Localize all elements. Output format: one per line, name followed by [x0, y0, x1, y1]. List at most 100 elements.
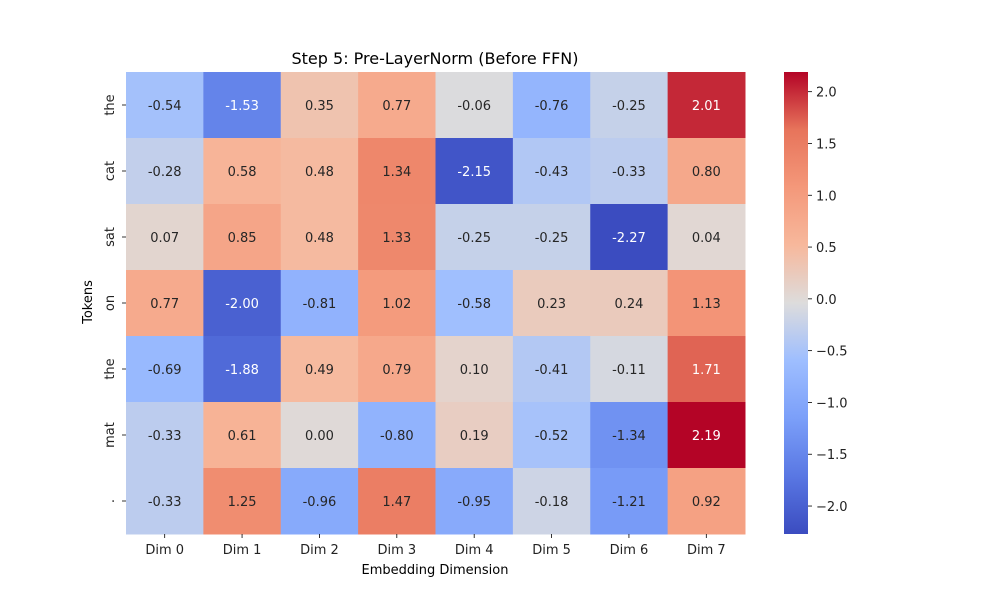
- cell-value-label: 0.35: [305, 99, 334, 114]
- heatmap-cell: [667, 468, 746, 535]
- cell-value-label: 0.79: [382, 363, 411, 378]
- heatmap-cell: [280, 468, 359, 535]
- heatmap-cell: [590, 468, 669, 535]
- heatmap-cell: [512, 270, 591, 337]
- cell-value-label: -0.25: [457, 231, 491, 246]
- heatmap-cell: [126, 72, 204, 139]
- heatmap-cell: [280, 336, 359, 403]
- cell-value-label: 1.25: [228, 495, 257, 510]
- heatmap-cell: [358, 402, 436, 469]
- cell-value-label: 0.23: [537, 297, 566, 312]
- cell-value-label: 0.85: [228, 231, 257, 246]
- cell-value-label: -0.58: [457, 297, 491, 312]
- y-tick-label: .: [103, 499, 118, 503]
- heatmap-cell: [280, 72, 359, 139]
- heatmap-cell: [435, 72, 514, 139]
- heatmap-cell: [512, 72, 591, 139]
- cell-value-label: -0.96: [303, 495, 337, 510]
- cell-value-label: -0.95: [457, 495, 491, 510]
- heatmap-cell: [590, 72, 669, 139]
- heatmap-cell: [435, 270, 514, 337]
- heatmap-cell-labels: -0.54 -1.53 0.35 0.77 -0.06 -0.76 -0.25 2.01 -0.…: [148, 99, 721, 510]
- cell-value-label: -1.21: [612, 495, 646, 510]
- heatmap-cell: [590, 336, 669, 403]
- cell-value-label: 0.77: [382, 99, 411, 114]
- colorbar-tick-label: 0.0: [816, 293, 837, 308]
- cell-value-label: 1.34: [382, 165, 411, 180]
- heatmap-cell: [126, 468, 204, 535]
- x-tick-label: Dim 1: [223, 543, 262, 558]
- heatmap-cell: [512, 468, 591, 535]
- heatmap-cell: [512, 138, 591, 205]
- heatmap-cell: [435, 204, 514, 271]
- heatmap-cell: [590, 270, 669, 337]
- cell-value-label: 0.49: [305, 363, 334, 378]
- colorbar-tick-label: −1.5: [816, 448, 848, 463]
- cell-value-label: -0.52: [535, 429, 569, 444]
- x-axis-label: Embedding Dimension: [362, 563, 509, 578]
- cell-value-label: 0.19: [460, 429, 489, 444]
- cell-value-label: 0.04: [692, 231, 721, 246]
- cell-value-label: 0.92: [692, 495, 721, 510]
- y-tick-label: the: [103, 358, 118, 379]
- heatmap-cell: [667, 402, 746, 469]
- heatmap-cell: [126, 138, 204, 205]
- colorbar-tick-label: 1.0: [816, 189, 837, 204]
- heatmap-cell: [358, 204, 436, 271]
- heatmap-cell: [435, 402, 514, 469]
- heatmap-cell: [435, 336, 514, 403]
- y-tick-label: cat: [103, 161, 118, 181]
- cell-value-label: -0.33: [612, 165, 646, 180]
- colorbar-tick-label: 2.0: [816, 86, 837, 101]
- colorbar-tick-label: −1.0: [816, 396, 848, 411]
- cell-value-label: -0.80: [380, 429, 414, 444]
- heatmap-cell: [280, 138, 359, 205]
- heatmap-cell: [203, 138, 282, 205]
- cell-value-label: -1.88: [225, 363, 259, 378]
- heatmap-cell: [590, 402, 669, 469]
- heatmap-cell: [203, 204, 282, 271]
- heatmap-cell: [126, 402, 204, 469]
- heatmap-cell: [126, 336, 204, 403]
- cell-value-label: 1.47: [382, 495, 411, 510]
- x-tick-label: Dim 2: [300, 543, 339, 558]
- heatmap-cell: [435, 138, 514, 205]
- chart-title: Step 5: Pre-LayerNorm (Before FFN): [292, 49, 579, 68]
- heatmap-cell: [512, 204, 591, 271]
- heatmap-cell: [280, 204, 359, 271]
- heatmap-cell: [512, 402, 591, 469]
- x-axis-ticks: Dim 0 Dim 1 Dim 2 Dim 3 Dim 4 Dim 5 Dim 6 Dim 7: [145, 534, 726, 558]
- heatmap-cell: [280, 270, 359, 337]
- colorbar-tick-label: −0.5: [816, 345, 848, 360]
- cell-value-label: -2.00: [225, 297, 259, 312]
- heatmap-cell: [203, 72, 282, 139]
- heatmap-cell: [126, 204, 204, 271]
- cell-value-label: -0.69: [148, 363, 182, 378]
- heatmap-cell: [667, 270, 746, 337]
- x-tick-label: Dim 0: [145, 543, 184, 558]
- y-axis-label: Tokens: [81, 280, 96, 325]
- cell-value-label: -0.25: [535, 231, 569, 246]
- heatmap-cells: [126, 72, 746, 535]
- cell-value-label: -0.06: [457, 99, 491, 114]
- cell-value-label: -0.33: [148, 429, 182, 444]
- cell-value-label: 0.48: [305, 231, 334, 246]
- cell-value-label: -0.76: [535, 99, 569, 114]
- y-tick-label: mat: [103, 422, 118, 448]
- colorbar-gradient: [784, 72, 808, 534]
- heatmap-cell: [203, 336, 282, 403]
- heatmap-cell: [358, 336, 436, 403]
- x-tick-label: Dim 3: [377, 543, 416, 558]
- y-tick-label: on: [103, 295, 118, 311]
- heatmap-cell: [590, 138, 669, 205]
- heatmap-cell: [280, 402, 359, 469]
- cell-value-label: -0.41: [535, 363, 569, 378]
- cell-value-label: 0.07: [150, 231, 179, 246]
- y-axis-ticks: the cat sat on the mat.: [103, 94, 126, 503]
- heatmap-cell: [667, 336, 746, 403]
- heatmap-cell: [667, 138, 746, 205]
- x-tick-label: Dim 6: [610, 543, 649, 558]
- cell-value-label: 2.19: [692, 429, 721, 444]
- colorbar-tick-label: 1.5: [816, 137, 837, 152]
